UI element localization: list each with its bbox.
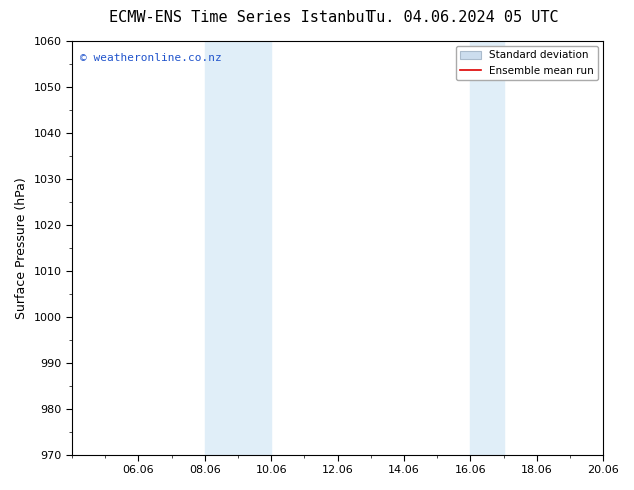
Text: © weatheronline.co.nz: © weatheronline.co.nz	[80, 53, 222, 64]
Text: Tu. 04.06.2024 05 UTC: Tu. 04.06.2024 05 UTC	[367, 10, 559, 25]
Bar	[470, 41, 503, 455]
Text: ECMW-ENS Time Series Istanbul: ECMW-ENS Time Series Istanbul	[108, 10, 373, 25]
Bar	[205, 41, 271, 455]
Legend: Standard deviation, Ensemble mean run: Standard deviation, Ensemble mean run	[456, 46, 598, 80]
Y-axis label: Surface Pressure (hPa): Surface Pressure (hPa)	[15, 177, 28, 318]
